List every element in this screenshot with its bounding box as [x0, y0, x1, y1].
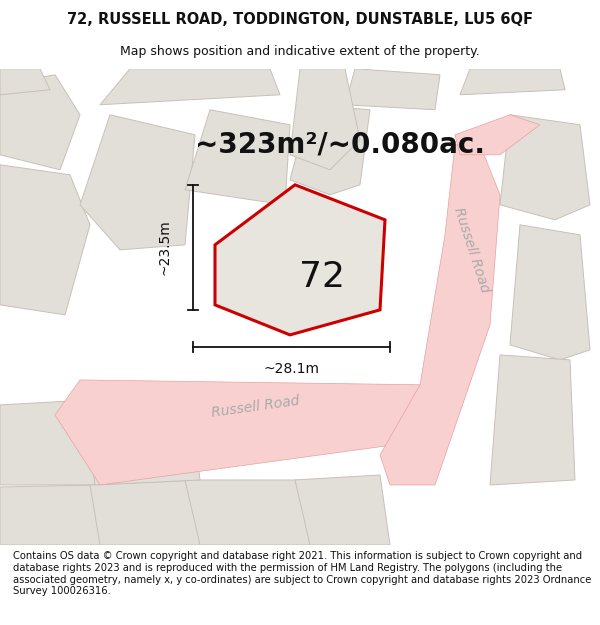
Polygon shape [185, 480, 310, 545]
Polygon shape [0, 485, 130, 545]
Polygon shape [0, 69, 50, 95]
Polygon shape [490, 355, 575, 485]
Polygon shape [290, 105, 370, 195]
Polygon shape [55, 380, 430, 485]
Text: 72: 72 [299, 259, 344, 294]
Polygon shape [500, 115, 590, 220]
Text: 72, RUSSELL ROAD, TODDINGTON, DUNSTABLE, LU5 6QF: 72, RUSSELL ROAD, TODDINGTON, DUNSTABLE,… [67, 12, 533, 27]
Text: Map shows position and indicative extent of the property.: Map shows position and indicative extent… [120, 45, 480, 58]
Polygon shape [510, 225, 590, 360]
Text: Contains OS data © Crown copyright and database right 2021. This information is : Contains OS data © Crown copyright and d… [13, 551, 592, 596]
Polygon shape [215, 185, 385, 335]
Polygon shape [295, 475, 390, 545]
Polygon shape [185, 110, 290, 205]
Polygon shape [80, 115, 195, 250]
Polygon shape [0, 165, 90, 315]
Polygon shape [290, 69, 360, 170]
Polygon shape [345, 69, 440, 110]
Polygon shape [100, 69, 280, 105]
Text: ~323m²/~0.080ac.: ~323m²/~0.080ac. [195, 131, 485, 159]
Polygon shape [0, 400, 95, 485]
Polygon shape [0, 75, 80, 170]
Polygon shape [460, 69, 565, 95]
Text: Russell Road: Russell Road [210, 394, 300, 420]
Polygon shape [90, 480, 220, 545]
Text: Russell Road: Russell Road [452, 206, 493, 294]
Polygon shape [380, 145, 500, 485]
Polygon shape [455, 115, 540, 155]
Polygon shape [85, 397, 200, 485]
Text: ~23.5m: ~23.5m [158, 219, 172, 275]
Text: ~28.1m: ~28.1m [263, 362, 320, 376]
